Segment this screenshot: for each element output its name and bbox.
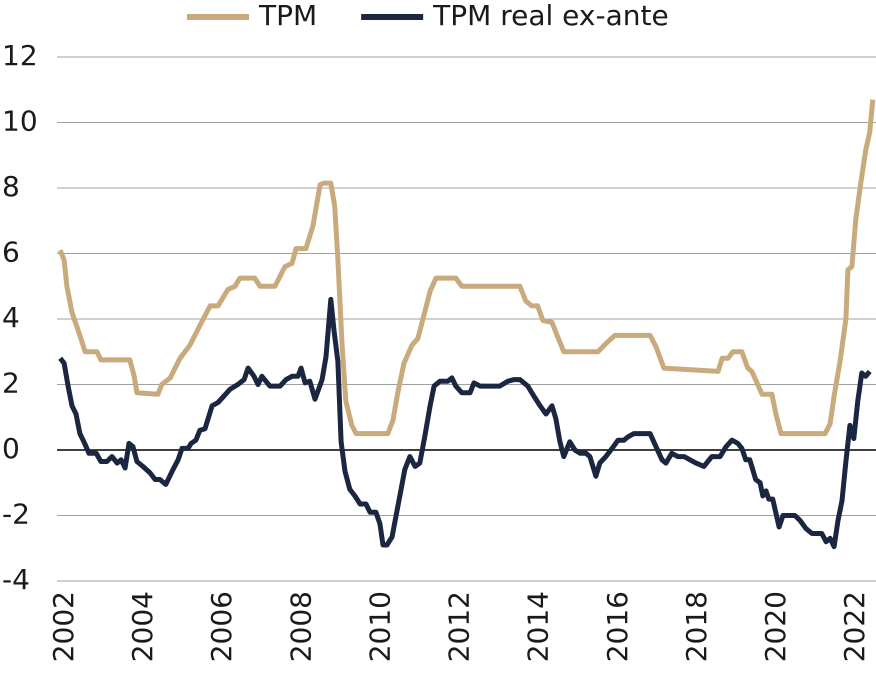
legend-label: TPM: [258, 0, 317, 32]
x-tick-label: 2008: [284, 591, 317, 662]
series-line: [58, 296, 872, 550]
legend: TPM TPM real ex-ante: [187, 0, 669, 32]
x-tick-label: 2016: [601, 591, 634, 662]
y-tick-label: 12: [2, 39, 38, 72]
y-tick-label: 4: [2, 301, 20, 334]
x-tick-label: 2014: [522, 591, 555, 662]
y-tick-label: 0: [2, 432, 20, 465]
x-tick-label: 2004: [126, 591, 159, 662]
x-tick-label: 2006: [205, 591, 238, 662]
legend-label: TPM real ex-ante: [432, 0, 669, 32]
x-tick-label: 2012: [443, 591, 476, 662]
y-tick-label: 8: [2, 170, 20, 203]
series-line: [57, 99, 876, 437]
y-tick-label: 10: [2, 105, 38, 138]
x-tick-label: 2002: [47, 591, 80, 662]
x-tick-label: 2022: [838, 591, 871, 662]
y-tick-label: -4: [2, 563, 30, 596]
y-tick-label: -2: [2, 498, 30, 531]
x-tick-label: 2010: [363, 591, 396, 662]
x-tick-label: 2018: [680, 591, 713, 662]
y-tick-label: 6: [2, 236, 20, 269]
y-tick-label: 2: [2, 367, 20, 400]
x-tick-label: 2020: [759, 591, 792, 662]
